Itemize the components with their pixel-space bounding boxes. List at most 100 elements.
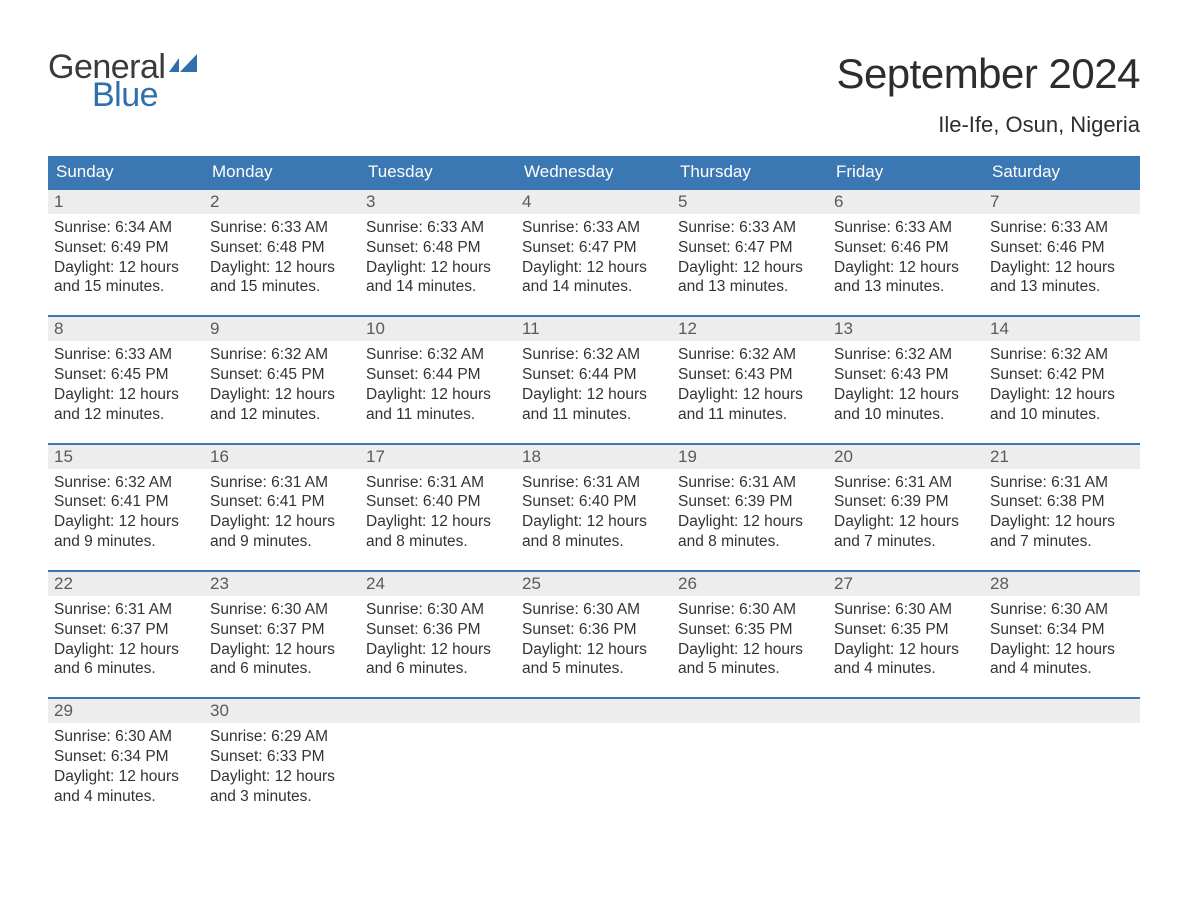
daynum-row: 15161718192021 (48, 443, 1140, 469)
day-number: 26 (672, 572, 828, 596)
day-cell: Sunrise: 6:33 AMSunset: 6:47 PMDaylight:… (672, 214, 828, 297)
day-number: 17 (360, 445, 516, 469)
dow-thursday: Thursday (672, 156, 828, 188)
day-number: 12 (672, 317, 828, 341)
sunrise-text: Sunrise: 6:33 AM (678, 218, 822, 238)
daydata-row: Sunrise: 6:34 AMSunset: 6:49 PMDaylight:… (48, 214, 1140, 297)
daylight-text-2: and 12 minutes. (210, 405, 354, 425)
logo-flag-icon (169, 54, 199, 78)
daylight-text-2: and 15 minutes. (210, 277, 354, 297)
daylight-text-2: and 5 minutes. (522, 659, 666, 679)
daylight-text-1: Daylight: 12 hours (522, 512, 666, 532)
day-number: 6 (828, 190, 984, 214)
dow-sunday: Sunday (48, 156, 204, 188)
day-cell: Sunrise: 6:33 AMSunset: 6:46 PMDaylight:… (828, 214, 984, 297)
daylight-text-1: Daylight: 12 hours (990, 258, 1134, 278)
sunset-text: Sunset: 6:46 PM (834, 238, 978, 258)
day-cell: Sunrise: 6:32 AMSunset: 6:44 PMDaylight:… (360, 341, 516, 424)
week-block: 15161718192021Sunrise: 6:32 AMSunset: 6:… (48, 443, 1140, 552)
week-block: 22232425262728Sunrise: 6:31 AMSunset: 6:… (48, 570, 1140, 679)
logo-blue-text: Blue (92, 78, 199, 112)
sunset-text: Sunset: 6:39 PM (834, 492, 978, 512)
daylight-text-2: and 3 minutes. (210, 787, 354, 807)
daylight-text-1: Daylight: 12 hours (366, 640, 510, 660)
sunset-text: Sunset: 6:45 PM (54, 365, 198, 385)
daylight-text-1: Daylight: 12 hours (834, 258, 978, 278)
sunrise-text: Sunrise: 6:30 AM (210, 600, 354, 620)
daynum-row: 891011121314 (48, 315, 1140, 341)
day-cell: Sunrise: 6:30 AMSunset: 6:34 PMDaylight:… (984, 596, 1140, 679)
daylight-text-1: Daylight: 12 hours (990, 640, 1134, 660)
day-cell: Sunrise: 6:30 AMSunset: 6:36 PMDaylight:… (360, 596, 516, 679)
sunrise-text: Sunrise: 6:33 AM (522, 218, 666, 238)
daylight-text-2: and 7 minutes. (990, 532, 1134, 552)
sunrise-text: Sunrise: 6:32 AM (366, 345, 510, 365)
day-number: 16 (204, 445, 360, 469)
day-cell: Sunrise: 6:34 AMSunset: 6:49 PMDaylight:… (48, 214, 204, 297)
sunset-text: Sunset: 6:39 PM (678, 492, 822, 512)
header: General Blue September 2024 Ile-Ife, Osu… (48, 50, 1140, 138)
daylight-text-1: Daylight: 12 hours (54, 512, 198, 532)
day-cell (984, 723, 1140, 806)
sunrise-text: Sunrise: 6:32 AM (522, 345, 666, 365)
daylight-text-2: and 4 minutes. (990, 659, 1134, 679)
sunset-text: Sunset: 6:36 PM (522, 620, 666, 640)
day-cell: Sunrise: 6:33 AMSunset: 6:45 PMDaylight:… (48, 341, 204, 424)
dow-monday: Monday (204, 156, 360, 188)
daylight-text-2: and 14 minutes. (366, 277, 510, 297)
day-cell: Sunrise: 6:31 AMSunset: 6:37 PMDaylight:… (48, 596, 204, 679)
sunset-text: Sunset: 6:36 PM (366, 620, 510, 640)
week-block: 1234567Sunrise: 6:34 AMSunset: 6:49 PMDa… (48, 188, 1140, 297)
day-cell (516, 723, 672, 806)
daylight-text-1: Daylight: 12 hours (54, 258, 198, 278)
title-block: September 2024 Ile-Ife, Osun, Nigeria (836, 50, 1140, 138)
sunset-text: Sunset: 6:35 PM (834, 620, 978, 640)
calendar: Sunday Monday Tuesday Wednesday Thursday… (48, 156, 1140, 807)
sunrise-text: Sunrise: 6:31 AM (522, 473, 666, 493)
day-cell: Sunrise: 6:30 AMSunset: 6:37 PMDaylight:… (204, 596, 360, 679)
sunrise-text: Sunrise: 6:32 AM (210, 345, 354, 365)
daylight-text-1: Daylight: 12 hours (54, 767, 198, 787)
sunset-text: Sunset: 6:48 PM (210, 238, 354, 258)
day-number: 5 (672, 190, 828, 214)
day-cell (828, 723, 984, 806)
week-block: 2930Sunrise: 6:30 AMSunset: 6:34 PMDayli… (48, 697, 1140, 806)
day-number: 18 (516, 445, 672, 469)
daylight-text-2: and 11 minutes. (366, 405, 510, 425)
sunrise-text: Sunrise: 6:30 AM (678, 600, 822, 620)
daylight-text-1: Daylight: 12 hours (522, 385, 666, 405)
sunset-text: Sunset: 6:47 PM (522, 238, 666, 258)
daylight-text-2: and 9 minutes. (210, 532, 354, 552)
day-cell: Sunrise: 6:33 AMSunset: 6:48 PMDaylight:… (360, 214, 516, 297)
day-cell: Sunrise: 6:30 AMSunset: 6:36 PMDaylight:… (516, 596, 672, 679)
daylight-text-1: Daylight: 12 hours (210, 767, 354, 787)
day-number: 10 (360, 317, 516, 341)
day-cell: Sunrise: 6:31 AMSunset: 6:39 PMDaylight:… (672, 469, 828, 552)
daylight-text-1: Daylight: 12 hours (678, 385, 822, 405)
day-cell (360, 723, 516, 806)
dow-wednesday: Wednesday (516, 156, 672, 188)
sunrise-text: Sunrise: 6:31 AM (366, 473, 510, 493)
day-number: 21 (984, 445, 1140, 469)
sunrise-text: Sunrise: 6:31 AM (210, 473, 354, 493)
sunset-text: Sunset: 6:40 PM (366, 492, 510, 512)
daynum-row: 1234567 (48, 188, 1140, 214)
day-number: 8 (48, 317, 204, 341)
daylight-text-1: Daylight: 12 hours (834, 640, 978, 660)
day-cell: Sunrise: 6:31 AMSunset: 6:40 PMDaylight:… (516, 469, 672, 552)
daylight-text-2: and 8 minutes. (678, 532, 822, 552)
daydata-row: Sunrise: 6:33 AMSunset: 6:45 PMDaylight:… (48, 341, 1140, 424)
daylight-text-1: Daylight: 12 hours (210, 512, 354, 532)
sunrise-text: Sunrise: 6:33 AM (210, 218, 354, 238)
daylight-text-1: Daylight: 12 hours (834, 512, 978, 532)
day-number: 30 (204, 699, 360, 723)
daylight-text-2: and 6 minutes. (366, 659, 510, 679)
day-number: 14 (984, 317, 1140, 341)
daylight-text-2: and 8 minutes. (366, 532, 510, 552)
daylight-text-2: and 7 minutes. (834, 532, 978, 552)
daylight-text-2: and 11 minutes. (678, 405, 822, 425)
day-number: 27 (828, 572, 984, 596)
daylight-text-2: and 11 minutes. (522, 405, 666, 425)
daylight-text-1: Daylight: 12 hours (678, 640, 822, 660)
daylight-text-1: Daylight: 12 hours (210, 258, 354, 278)
